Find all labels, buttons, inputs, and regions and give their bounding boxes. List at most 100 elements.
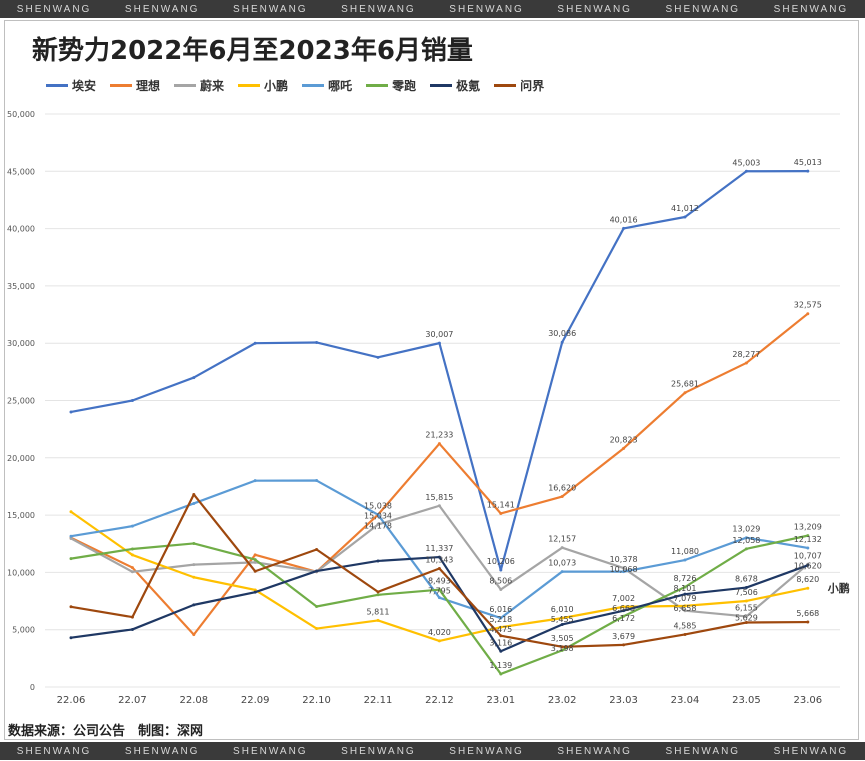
data-label: 5,811 [367,607,390,616]
data-point [253,553,257,557]
data-label: 8,620 [796,575,819,584]
chart-title: 新势力2022年6月至2023年6月销量 [32,36,473,66]
data-point [683,215,687,219]
data-label: 10,068 [610,565,638,574]
watermark-text: SHENWANG [557,3,632,15]
y-tick-label: 25,000 [7,397,35,406]
legend-label: 零跑 [392,79,417,93]
data-label: 11,337 [425,544,453,553]
data-label: 6,155 [735,603,758,612]
watermark-text: SHENWANG [449,745,524,757]
data-point [560,622,564,626]
data-label: 45,003 [732,158,760,167]
data-point [560,570,564,574]
data-label: 3,679 [612,632,635,641]
x-tick-label: 22.12 [425,695,454,706]
data-point [192,563,196,567]
data-label: 10,206 [487,557,515,566]
data-label: 8,726 [674,574,697,583]
data-point [683,391,687,395]
data-point [806,563,810,567]
legend-label: 埃安 [72,79,97,93]
end-label-xiaopeng: 小鹏 [827,581,850,595]
data-point [806,546,810,550]
data-point [130,524,134,528]
legend-swatch [174,84,197,87]
data-point [69,557,73,561]
data-label: 7,002 [612,594,635,603]
data-point [437,555,441,559]
data-point [560,645,564,649]
data-label: 7,506 [735,588,758,597]
watermark-text: SHENWANG [665,3,741,15]
data-label: 12,157 [548,535,576,544]
data-point [69,510,73,514]
y-tick-label: 10,000 [7,568,35,577]
data-point [130,553,134,557]
data-label: 10,707 [794,551,822,560]
x-tick-label: 23.03 [609,695,638,706]
data-label: 5,629 [735,613,758,622]
legend-swatch [366,84,389,87]
data-label: 8,678 [735,575,758,584]
y-tick-label: 35,000 [7,282,35,291]
legend-item: 理想 [110,77,160,94]
source-note: 数据来源：公司公告 制图：深网 [8,724,204,739]
legend-swatch [302,84,325,87]
data-point [499,588,503,592]
data-point [806,586,810,590]
legend-label: 极氪 [456,79,481,93]
data-label: 8,493 [428,577,451,586]
data-point [130,566,134,570]
data-label: 4,475 [489,625,512,634]
data-point [315,604,319,608]
data-point [130,570,134,574]
data-label: 15,038 [364,502,392,511]
watermark-text: SHENWANG [16,745,92,757]
legend-swatch [110,84,133,87]
data-point [253,588,257,592]
y-tick-label: 20,000 [7,454,35,463]
watermark-text: SHENWANG [341,3,416,15]
data-label: 11,080 [671,547,699,556]
data-label: 13,029 [732,525,760,534]
data-point [744,586,748,590]
data-point [683,585,687,589]
data-point [622,226,626,230]
data-point [437,639,441,643]
data-point [806,169,810,173]
data-point [806,534,810,538]
data-point [806,312,810,316]
data-point [560,616,564,620]
data-point [683,632,687,636]
data-point [560,648,564,652]
watermark-text: SHENWANG [124,3,200,15]
data-label: 15,815 [425,493,453,502]
data-label: 5,455 [551,615,574,624]
data-point [315,547,319,551]
x-tick-label: 22.09 [241,695,270,706]
data-label: 5,218 [489,615,512,624]
data-label: 30,086 [548,329,576,338]
data-label: 13,209 [794,523,822,532]
data-point [683,609,687,613]
x-tick-label: 23.02 [548,695,577,706]
data-point [69,534,73,538]
data-label: 10,073 [548,559,576,568]
data-point [437,566,441,570]
data-point [376,355,380,359]
data-label: 6,010 [551,605,574,614]
data-point [683,604,687,608]
data-label: 16,620 [548,484,576,493]
data-label: 10,620 [794,561,822,570]
data-point [130,627,134,631]
data-point [744,361,748,365]
watermark-bar-top: SHENWANG SHENWANG SHENWANG SHENWANG SHENWANG… [0,0,865,18]
data-label: 41,012 [671,204,699,213]
data-point [622,566,626,570]
legend-item: 哪吒 [302,77,352,94]
y-tick-label: 40,000 [7,225,35,234]
x-tick-label: 22.10 [302,695,331,706]
data-label: 30,007 [425,330,453,339]
watermark-bar-bottom: SHENWANG SHENWANG SHENWANG SHENWANG SHENWANG… [0,742,865,760]
